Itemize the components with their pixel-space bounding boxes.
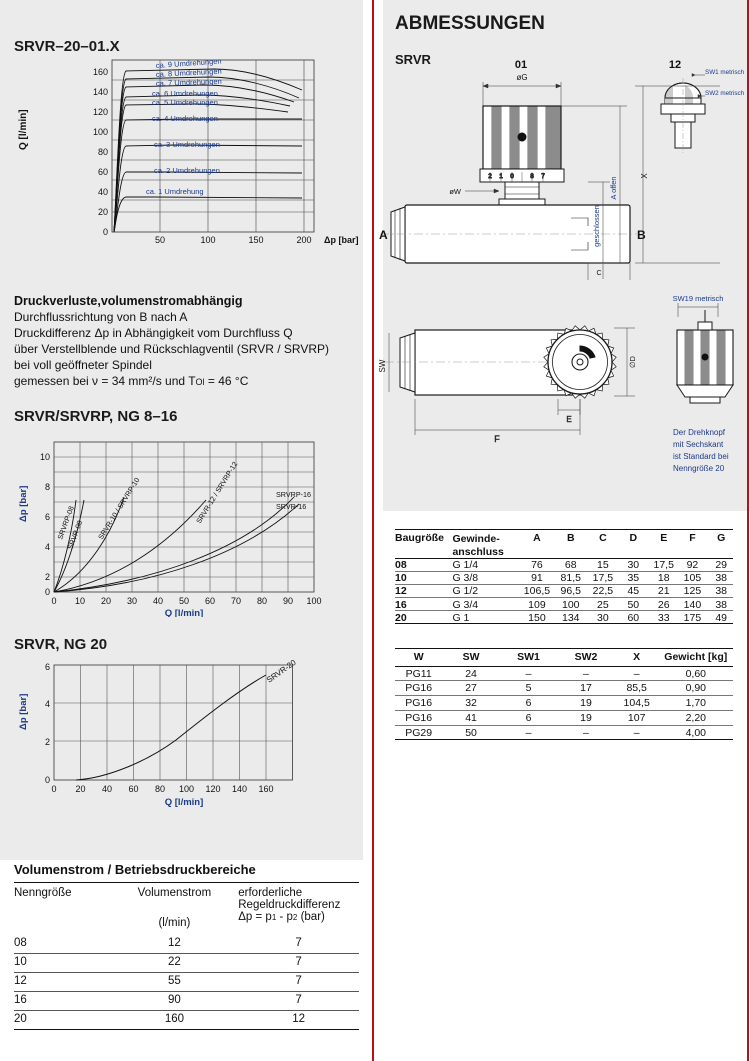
svg-text:60: 60	[205, 596, 215, 606]
svg-text:2: 2	[45, 737, 50, 747]
svg-text:∅D: ∅D	[628, 355, 637, 368]
svg-text:ca. 1 Umdrehung: ca. 1 Umdrehung	[146, 187, 204, 196]
svg-text:Nenngröße 20: Nenngröße 20	[673, 464, 725, 473]
svg-text:ca. 5 Umdrehungen: ca. 5 Umdrehungen	[152, 98, 218, 107]
svg-text:50: 50	[155, 235, 165, 245]
svg-text:F: F	[494, 434, 500, 444]
svg-text:E: E	[566, 415, 571, 424]
svg-text:140: 140	[232, 784, 247, 794]
svg-text:10: 10	[75, 596, 85, 606]
svg-text:160: 160	[258, 784, 273, 794]
svg-text:ca. 7 Umdrehungen: ca. 7 Umdrehungen	[156, 77, 222, 88]
svg-text:80: 80	[155, 784, 165, 794]
svg-text:100: 100	[306, 596, 321, 606]
svg-text:20: 20	[75, 784, 85, 794]
svg-text:0: 0	[103, 227, 108, 237]
svg-text:øW: øW	[449, 187, 462, 196]
svg-text:70: 70	[231, 596, 241, 606]
svg-text:12: 12	[669, 59, 681, 71]
svg-text:80: 80	[98, 147, 108, 157]
svg-text:ca. 3 Umdrehungen: ca. 3 Umdrehungen	[154, 140, 220, 149]
svg-text:Δp [bar]: Δp [bar]	[324, 235, 358, 245]
svg-text:Der Drehknopf: Der Drehknopf	[673, 428, 726, 437]
svg-text:mit Sechskant: mit Sechskant	[673, 440, 724, 449]
svg-text:60: 60	[98, 167, 108, 177]
svg-text:160: 160	[93, 67, 108, 77]
svg-text:øG: øG	[516, 73, 527, 82]
svg-text:80: 80	[257, 596, 267, 606]
svg-text:A: A	[379, 228, 388, 242]
svg-text:SRVR-10 / SRVRP-10: SRVR-10 / SRVRP-10	[96, 476, 141, 541]
svg-text:X: X	[640, 173, 649, 179]
svg-text:Q [l/min]: Q [l/min]	[18, 109, 29, 150]
svg-text:ist Standard bei: ist Standard bei	[673, 452, 729, 461]
svg-text:6: 6	[45, 662, 50, 672]
svg-text:100: 100	[200, 235, 215, 245]
svg-text:Q [l/min]: Q [l/min]	[165, 608, 204, 617]
svg-text:90: 90	[283, 596, 293, 606]
svg-text:SRVR-20: SRVR-20	[265, 660, 298, 685]
svg-text:200: 200	[296, 235, 311, 245]
svg-text:40: 40	[153, 596, 163, 606]
svg-text:30: 30	[127, 596, 137, 606]
svg-text:0: 0	[45, 775, 50, 785]
svg-text:4: 4	[45, 542, 50, 552]
svg-text:100: 100	[93, 127, 108, 137]
svg-text:SW1 metrisch: SW1 metrisch	[705, 69, 745, 76]
svg-text:B: B	[637, 228, 646, 242]
svg-text:SW2 metrisch: SW2 metrisch	[705, 90, 745, 97]
svg-text:20: 20	[101, 596, 111, 606]
svg-text:SW: SW	[378, 359, 387, 372]
svg-text:40: 40	[98, 187, 108, 197]
svg-text:0: 0	[45, 587, 50, 597]
svg-text:100: 100	[179, 784, 194, 794]
svg-text:120: 120	[93, 107, 108, 117]
svg-text:120: 120	[205, 784, 220, 794]
svg-text:A offen: A offen	[609, 176, 618, 199]
svg-text:SRVR-12 / SRVRP-12: SRVR-12 / SRVRP-12	[194, 460, 239, 525]
svg-text:SRVRP-16: SRVRP-16	[276, 490, 311, 499]
svg-text:Δp [bar]: Δp [bar]	[18, 694, 29, 730]
svg-text:ca. 4 Umdrehungen: ca. 4 Umdrehungen	[152, 114, 218, 123]
svg-text:C: C	[596, 270, 601, 277]
svg-text:ca. 2 Umdrehungen: ca. 2 Umdrehungen	[154, 166, 220, 175]
svg-text:10: 10	[40, 452, 50, 462]
svg-text:150: 150	[248, 235, 263, 245]
svg-text:Δp [bar]: Δp [bar]	[18, 486, 29, 522]
svg-text:20: 20	[98, 207, 108, 217]
svg-text:4: 4	[45, 699, 50, 709]
svg-text:Q [l/min]: Q [l/min]	[165, 797, 204, 808]
svg-text:SW19 metrisch: SW19 metrisch	[673, 295, 724, 303]
svg-text:8: 8	[45, 482, 50, 492]
svg-text:0: 0	[51, 596, 56, 606]
svg-text:40: 40	[102, 784, 112, 794]
svg-text:50: 50	[179, 596, 189, 606]
svg-text:0: 0	[51, 784, 56, 794]
svg-text:140: 140	[93, 87, 108, 97]
svg-text:ca. 6 Umdrehungen: ca. 6 Umdrehungen	[152, 89, 218, 98]
svg-text:6: 6	[45, 512, 50, 522]
svg-text:60: 60	[128, 784, 138, 794]
svg-text:2: 2	[45, 572, 50, 582]
svg-text:geschlossen: geschlossen	[592, 205, 601, 247]
svg-text:01: 01	[515, 59, 527, 71]
svg-text:SRVR-16: SRVR-16	[276, 502, 306, 511]
